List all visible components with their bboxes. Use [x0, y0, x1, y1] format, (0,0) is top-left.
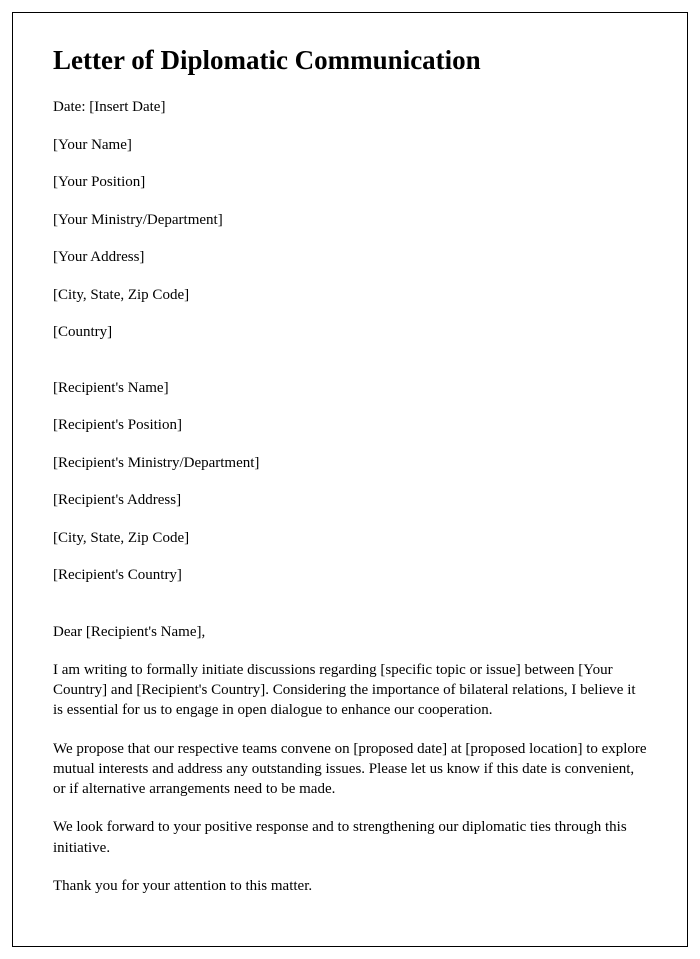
body-paragraph-3: We look forward to your positive respons…: [53, 817, 647, 858]
letter-page: Letter of Diplomatic Communication Date:…: [12, 12, 688, 947]
recipient-ministry: [Recipient's Ministry/Department]: [53, 454, 647, 474]
recipient-position: [Recipient's Position]: [53, 416, 647, 436]
sender-position: [Your Position]: [53, 173, 647, 193]
sender-date: Date: [Insert Date]: [53, 98, 647, 118]
section-gap: [53, 604, 647, 622]
recipient-address: [Recipient's Address]: [53, 491, 647, 511]
sender-address: [Your Address]: [53, 248, 647, 268]
sender-ministry: [Your Ministry/Department]: [53, 211, 647, 231]
recipient-name: [Recipient's Name]: [53, 379, 647, 399]
recipient-country: [Recipient's Country]: [53, 566, 647, 586]
body-paragraph-1: I am writing to formally initiate discus…: [53, 660, 647, 721]
body-paragraph-4: Thank you for your attention to this mat…: [53, 876, 647, 896]
salutation: Dear [Recipient's Name],: [53, 622, 647, 642]
sender-city-state-zip: [City, State, Zip Code]: [53, 286, 647, 306]
body-paragraph-2: We propose that our respective teams con…: [53, 739, 647, 800]
recipient-city-state-zip: [City, State, Zip Code]: [53, 529, 647, 549]
section-gap: [53, 361, 647, 379]
letter-title: Letter of Diplomatic Communication: [53, 45, 647, 76]
sender-name: [Your Name]: [53, 136, 647, 156]
sender-country: [Country]: [53, 323, 647, 343]
